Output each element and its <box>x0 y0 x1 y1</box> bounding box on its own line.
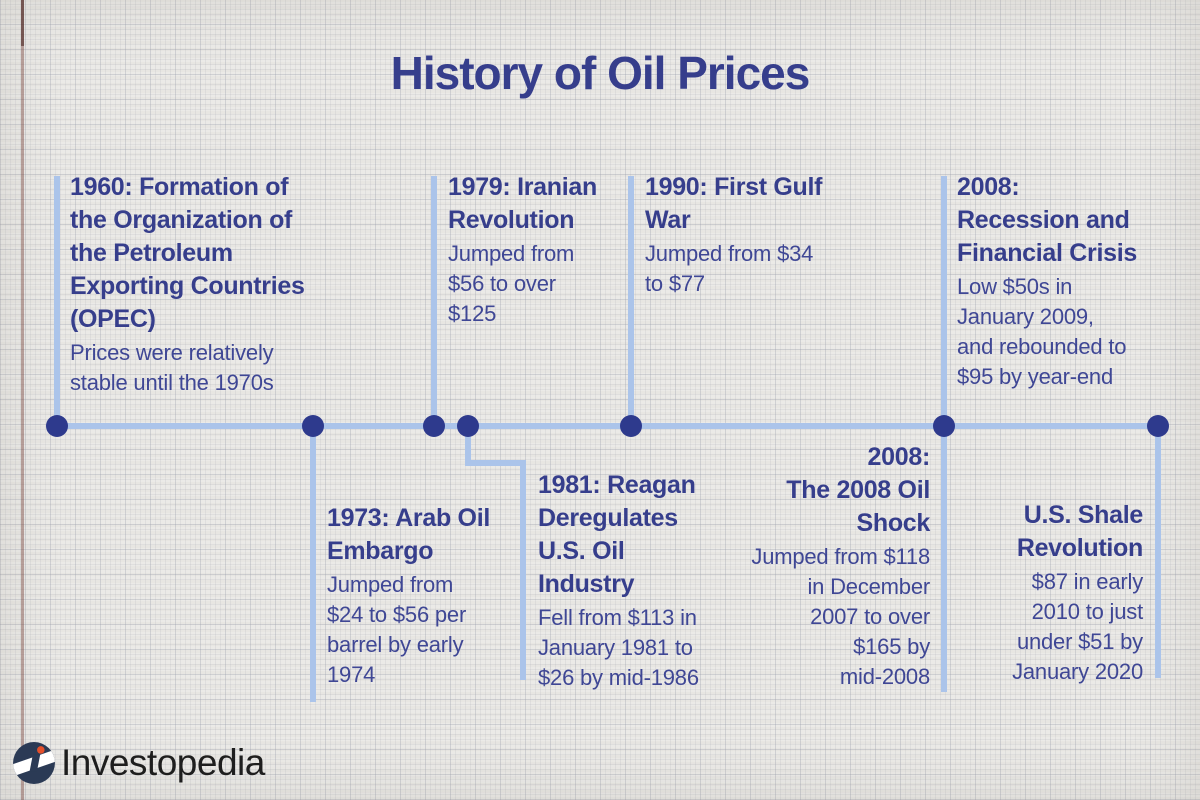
event-title: U.S. Shale Revolution <box>1016 501 1143 562</box>
event-body: Low $50s in January 2009, and rebounded … <box>957 274 1127 389</box>
connector-shale-revolution <box>1155 426 1161 678</box>
connector-2008-recession <box>941 176 947 426</box>
event-title: 1990: First Gulf War <box>645 173 823 234</box>
event-body: Jumped from $118 in December 2007 to ove… <box>751 544 930 689</box>
connector-1960 <box>54 176 60 426</box>
event-2008-oil-shock: 2008: The 2008 Oil Shock Jumped from $11… <box>751 441 930 692</box>
event-1979-iranian-revolution: 1979: Iranian Revolution Jumped from $56… <box>448 171 597 329</box>
event-2008-recession: 2008: Recession and Financial Crisis Low… <box>957 171 1137 392</box>
event-us-shale-revolution: U.S. Shale Revolution $87 in early 2010 … <box>1012 499 1143 687</box>
event-title: 1960: Formation of the Organization of t… <box>70 173 305 333</box>
connector-2008-oil-shock <box>941 426 947 692</box>
event-body: Prices were relatively stable until the … <box>70 340 274 395</box>
timeline-dot-1990 <box>620 415 642 437</box>
timeline-dot-1981 <box>457 415 479 437</box>
connector-1979 <box>431 176 437 426</box>
connector-1981-drop <box>520 460 526 680</box>
event-body: Jumped from $24 to $56 per barrel by ear… <box>327 572 467 687</box>
event-title: 1979: Iranian Revolution <box>448 173 597 234</box>
page-title: History of Oil Prices <box>390 47 811 99</box>
event-title: 1981: Reagan Deregulates U.S. Oil Indust… <box>538 471 696 598</box>
event-title: 2008: The 2008 Oil Shock <box>786 443 930 537</box>
event-title: 2008: Recession and Financial Crisis <box>957 173 1137 267</box>
event-1981-reagan-deregulation: 1981: Reagan Deregulates U.S. Oil Indust… <box>538 469 699 693</box>
event-body: Jumped from $34 to $77 <box>645 241 814 296</box>
event-title: 1973: Arab Oil Embargo <box>327 504 490 565</box>
timeline-dot-1960 <box>46 415 68 437</box>
event-1960-opec: 1960: Formation of the Organization of t… <box>70 171 305 398</box>
logo-text: Investopedia <box>61 742 265 783</box>
timeline-dot-1979 <box>423 415 445 437</box>
connector-1973 <box>310 426 316 702</box>
event-1973-arab-oil-embargo: 1973: Arab Oil Embargo Jumped from $24 t… <box>327 502 490 690</box>
event-body: Jumped from $56 to over $125 <box>448 241 575 326</box>
connector-1981-elbow-horizontal <box>465 460 526 466</box>
connector-1981-elbow-vertical <box>465 426 471 466</box>
timeline-axis <box>57 423 1158 429</box>
investopedia-icon <box>13 742 55 784</box>
connector-1990 <box>628 176 634 426</box>
event-body: Fell from $113 in January 1981 to $26 by… <box>538 605 699 690</box>
timeline-dot-2008 <box>933 415 955 437</box>
timeline-dot-shale <box>1147 415 1169 437</box>
investopedia-logo: Investopedia <box>12 741 265 785</box>
event-1990-first-gulf-war: 1990: First Gulf War Jumped from $34 to … <box>645 171 823 299</box>
paper-margin-line <box>21 0 24 800</box>
event-body: $87 in early 2010 to just under $51 by J… <box>1012 569 1143 684</box>
timeline-dot-1973 <box>302 415 324 437</box>
